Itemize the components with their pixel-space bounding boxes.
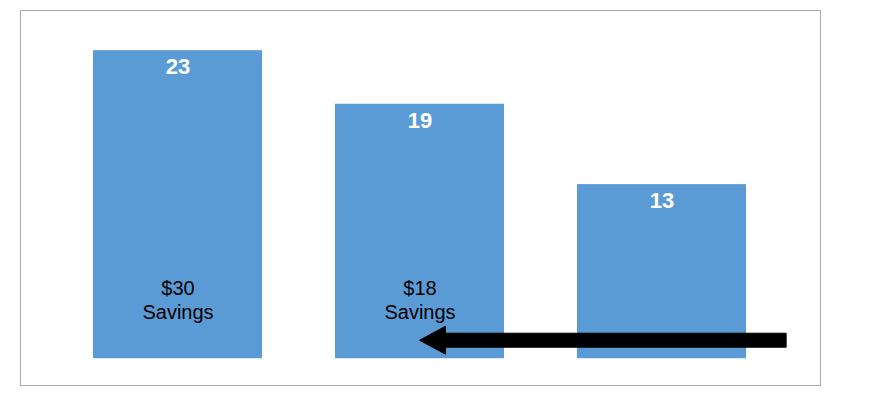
svg-text:$18Savings: $18Savings xyxy=(384,277,455,323)
svg-text:19: 19 xyxy=(408,108,432,133)
svg-text:$30Savings: $30Savings xyxy=(142,277,213,323)
svg-text:23: 23 xyxy=(166,54,190,79)
svg-text:13: 13 xyxy=(650,188,674,213)
